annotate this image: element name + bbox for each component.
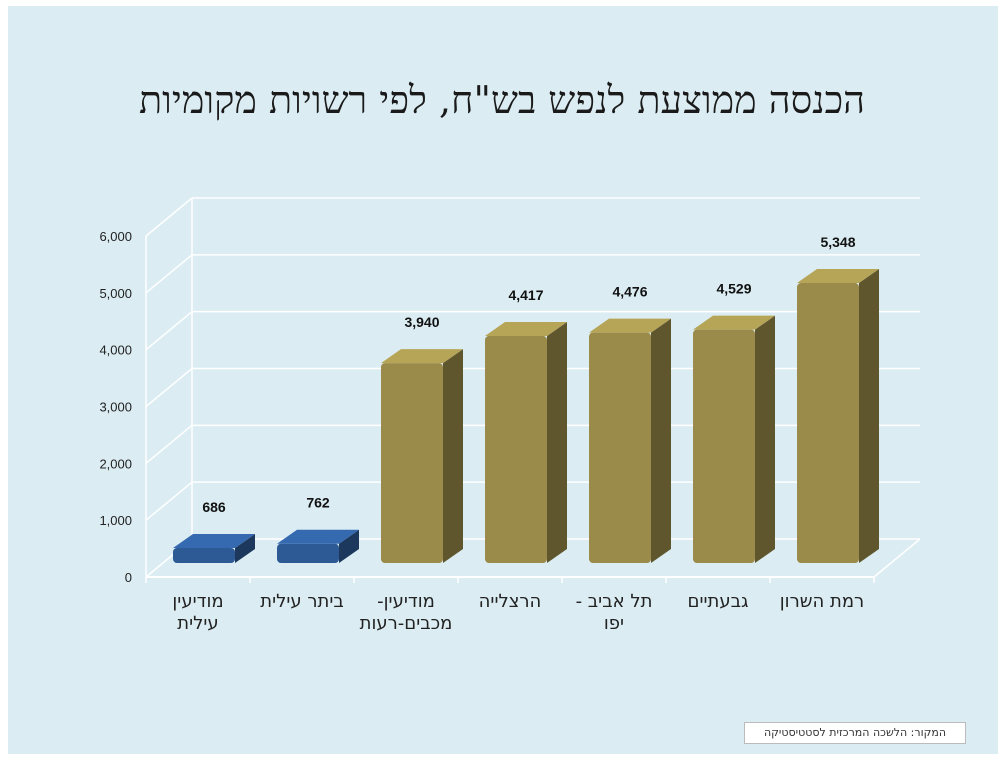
value-label: 762 (306, 495, 330, 511)
chart-title: הכנסה ממוצעת לנפש בש"ח, לפי רשויות מקומי… (138, 78, 866, 122)
bars-layer (173, 269, 879, 563)
category-label: מודיעין עילית (146, 591, 250, 635)
bar (693, 315, 775, 563)
y-tick-label: 2,000 (99, 456, 132, 471)
category-label-line: מודיעין (172, 591, 224, 612)
bar (797, 269, 879, 563)
bar (173, 534, 255, 563)
bar-side (859, 269, 879, 563)
category-label-line: הרצלייה (478, 591, 542, 612)
bar-side (651, 318, 671, 563)
source-note: המקור: הלשכה המרכזית לסטטיסטיקה (744, 722, 966, 744)
bar-front (797, 283, 859, 563)
category-label-line: מכבים-רעות (359, 613, 453, 634)
bar-front (589, 332, 651, 563)
bar-front (485, 335, 547, 563)
labels-layer: 0 1,000 2,000 3,000 4,000 5,000 6,000 686 762 3,9… (99, 229, 855, 585)
bar (589, 318, 671, 563)
category-label: גבעתיים (666, 591, 770, 613)
y-tick-label: 0 (125, 570, 132, 585)
bar-top (589, 318, 671, 333)
bar-front (277, 543, 339, 563)
value-label: 686 (202, 499, 226, 515)
bar-side (755, 315, 775, 563)
value-label: 4,476 (612, 284, 647, 300)
bar-front (693, 329, 755, 563)
bar-side (443, 349, 463, 563)
y-tick-label: 5,000 (99, 286, 132, 301)
category-label-line: יפו (603, 613, 625, 634)
bar (277, 529, 359, 563)
category-label-line: רמת השרון (779, 591, 865, 612)
bar-front (381, 363, 443, 563)
category-label-line: גבעתיים (687, 591, 749, 612)
bar-top (485, 321, 567, 336)
gridline-depth (145, 254, 193, 294)
floor-right-edge (873, 538, 921, 578)
value-label: 3,940 (404, 314, 439, 330)
category-label: רמת השרון (770, 591, 874, 613)
gridline-depth (145, 367, 193, 408)
gridline-depth (145, 311, 193, 351)
category-label-line: תל אביב - (575, 591, 653, 612)
bar-side (235, 534, 255, 563)
bar-side (547, 321, 567, 563)
category-label-line: מודיעין- (377, 591, 435, 612)
category-label: הרצלייה (458, 591, 562, 613)
bar-top (277, 529, 359, 544)
bar (485, 321, 567, 563)
category-label-line: עילית (177, 613, 219, 634)
bar-top (173, 534, 255, 549)
value-label: 4,529 (716, 281, 751, 297)
category-label: ביתר עילית (250, 591, 354, 613)
bar-side (339, 529, 359, 563)
gridline-depth (145, 481, 193, 521)
bar-top (797, 269, 879, 284)
value-label: 5,348 (820, 234, 855, 250)
category-label: תל אביב - יפו (562, 591, 666, 635)
y-tick-label: 3,000 (99, 400, 132, 415)
category-label: מודיעין- מכבים-רעות (354, 591, 458, 635)
category-label-line: ביתר עילית (260, 591, 344, 612)
bar-top (693, 315, 775, 330)
y-tick-label: 4,000 (99, 343, 132, 358)
bar-top (381, 349, 463, 364)
value-label: 4,417 (508, 287, 543, 303)
gridline-depth (145, 424, 193, 464)
y-tick-label: 1,000 (99, 513, 132, 528)
gridline-depth (145, 197, 193, 237)
bar (381, 349, 463, 563)
bar-front (173, 548, 235, 563)
y-tick-label: 6,000 (99, 229, 132, 244)
